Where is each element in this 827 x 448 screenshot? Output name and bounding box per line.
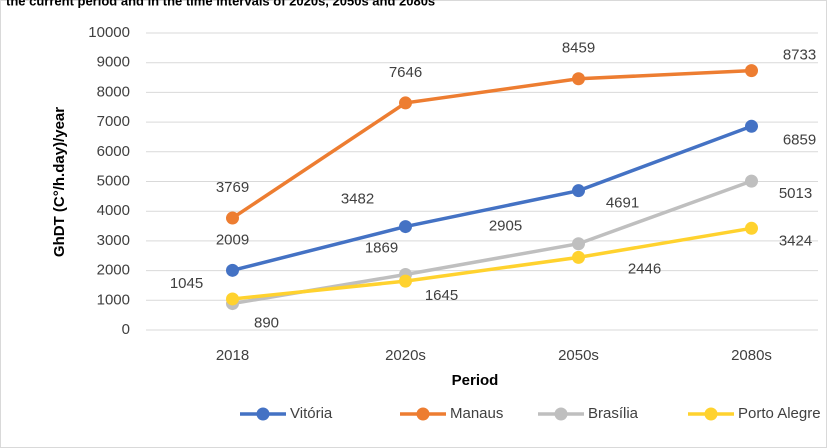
data-label: 6859 (783, 131, 816, 148)
data-point (745, 119, 758, 133)
data-point (572, 237, 585, 251)
data-point (399, 96, 412, 110)
data-label: 1045 (170, 275, 203, 292)
data-label: 8459 (562, 40, 595, 57)
x-tick-label: 2018 (216, 347, 249, 364)
data-label: 2905 (489, 218, 522, 235)
y-tick-label: 6000 (97, 143, 130, 160)
legend-label: Brasília (588, 405, 639, 422)
x-tick-label: 2050s (558, 347, 599, 364)
y-tick-label: 8000 (97, 83, 130, 100)
data-label: 2009 (216, 231, 249, 248)
legend-label: Vitória (290, 405, 333, 422)
legend-label: Manaus (450, 405, 503, 422)
legend-label: Porto Alegre (738, 405, 821, 422)
x-axis-title: Period (452, 372, 499, 389)
legend-marker (554, 407, 568, 421)
data-label: 3424 (779, 232, 812, 249)
data-point (745, 174, 758, 188)
series-line (232, 124, 753, 273)
data-label: 890 (254, 315, 279, 332)
data-point (745, 64, 758, 78)
data-point (572, 184, 585, 198)
y-tick-label: 7000 (97, 113, 130, 130)
legend-marker (416, 407, 430, 421)
data-point (572, 72, 585, 86)
data-label: 8733 (783, 47, 816, 64)
data-label: 5013 (779, 185, 812, 202)
x-tick-label: 2080s (731, 347, 772, 364)
y-tick-label: 9000 (97, 54, 130, 71)
y-tick-label: 4000 (97, 202, 130, 219)
data-point (226, 211, 239, 225)
data-point (745, 221, 758, 235)
y-tick-label: 5000 (97, 172, 130, 189)
data-label: 4691 (606, 195, 639, 212)
data-point (399, 274, 412, 288)
chart-title: the current period and in the time inter… (6, 0, 435, 8)
y-axis-title: GhDT (C°/h.day)/year (51, 107, 68, 257)
y-tick-label: 3000 (97, 232, 130, 249)
data-label: 3769 (216, 179, 249, 196)
data-label: 3482 (341, 191, 374, 208)
data-point (226, 263, 239, 277)
y-tick-label: 10000 (88, 24, 130, 41)
data-label: 1645 (425, 287, 458, 304)
data-point (572, 250, 585, 264)
x-tick-label: 2020s (385, 347, 426, 364)
data-label: 2446 (628, 260, 661, 277)
y-tick-label: 1000 (97, 291, 130, 308)
y-tick-label: 2000 (97, 262, 130, 279)
legend-marker (256, 407, 270, 421)
data-label: 7646 (389, 64, 422, 81)
data-point (226, 292, 239, 306)
series-line (232, 226, 752, 301)
legend-marker (704, 407, 718, 421)
data-label: 1869 (365, 239, 398, 256)
data-point (399, 220, 412, 234)
series-line (231, 68, 752, 220)
y-tick-label: 0 (122, 321, 130, 338)
